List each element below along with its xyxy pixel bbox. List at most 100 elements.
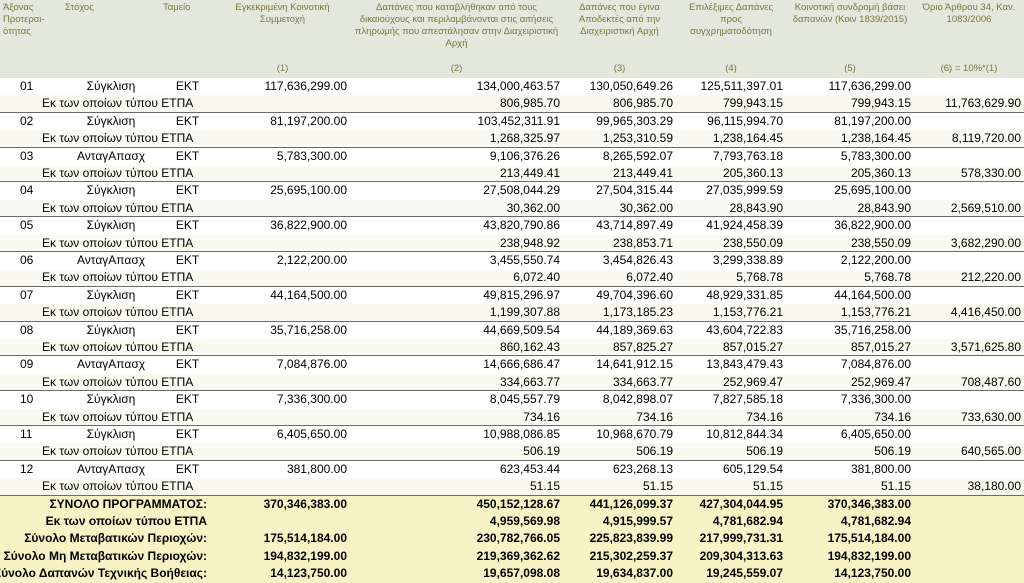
row-separator <box>0 390 1024 392</box>
value-cell: 81,197,200.00 <box>834 113 911 128</box>
fund: ΕΚΤ <box>175 287 200 302</box>
row-background <box>0 478 1024 496</box>
value-cell: 36,822,900.00 <box>834 218 911 233</box>
value-cell: 857,825.27 <box>612 340 673 354</box>
axis-code: 09 <box>20 357 34 372</box>
value-cell: 14,666,686.47 <box>483 357 560 372</box>
fund: ΕΚΤ <box>175 392 200 407</box>
value-cell: 27,035,999.59 <box>706 183 783 198</box>
row-separator <box>0 355 1024 357</box>
value-cell: 49,815,296.97 <box>483 287 560 302</box>
axis-code: 08 <box>20 322 34 337</box>
axis-code: 01 <box>20 79 34 93</box>
value-cell: 217,999,731.31 <box>699 531 783 546</box>
value-cell: 1,173,185.23 <box>602 305 673 320</box>
row-separator <box>0 494 1024 496</box>
value-cell: 8,042,898.07 <box>602 392 673 407</box>
etpa-label: Εκ των οποίων τύπου ΕΤΠΑ <box>42 340 194 354</box>
column-header: Ταμείο <box>163 2 191 13</box>
total-label: Σύνολο Μεταβατικών Περιοχών: <box>24 531 207 546</box>
etpa-label: Εκ των οποίων τύπου ΕΤΠΑ <box>42 235 194 250</box>
value-cell: 28,843.90 <box>857 200 911 215</box>
goal: Σύγκλιση <box>86 183 136 198</box>
value-cell: 640,565.00 <box>960 444 1021 459</box>
value-cell: 6,405,650.00 <box>276 427 347 441</box>
value-cell: 11,763,629.90 <box>945 96 1021 111</box>
fund: ΕΚΤ <box>175 183 200 198</box>
value-cell: 51.15 <box>880 479 911 494</box>
value-cell: 205,360.13 <box>722 166 783 180</box>
value-cell: 238,550.09 <box>850 235 911 250</box>
value-cell: 799,943.15 <box>850 96 911 111</box>
row-separator <box>0 285 1024 287</box>
value-cell: 117,636,299.00 <box>264 79 347 93</box>
row-background <box>0 130 1024 148</box>
value-cell: 4,416,450.00 <box>950 305 1021 320</box>
value-cell: 213,449.41 <box>499 166 560 180</box>
value-cell: 30,362.00 <box>619 200 673 215</box>
value-cell: 27,508,044.29 <box>483 183 560 198</box>
value-cell: 623,268.13 <box>612 461 673 476</box>
value-cell: 81,197,200.00 <box>270 113 347 128</box>
row-background <box>0 373 1024 392</box>
value-cell: 734.16 <box>523 409 560 424</box>
value-cell: 252,969.47 <box>850 374 911 389</box>
value-cell: 213,449.41 <box>612 166 673 180</box>
value-cell: 51.15 <box>642 479 673 494</box>
value-cell: 1,238,164.45 <box>712 131 783 146</box>
value-cell: 1,153,776.21 <box>840 305 911 320</box>
value-cell: 334,663.77 <box>612 374 673 389</box>
value-cell: 506.19 <box>746 444 783 459</box>
value-cell: 5,768.78 <box>864 270 911 285</box>
value-cell: 10,812,844.34 <box>706 427 783 441</box>
value-cell: 209,304,313.63 <box>699 548 783 563</box>
value-cell: 44,164,500.00 <box>270 287 347 302</box>
value-cell: 3,682,290.00 <box>950 235 1021 250</box>
etpa-label: Εκ των οποίων τύπου ΕΤΠΑ <box>42 131 194 146</box>
value-cell: 733,630.00 <box>960 409 1021 424</box>
fund: ΕΚΤ <box>175 113 200 128</box>
value-cell: 806,985.70 <box>499 96 560 111</box>
axis-code: 05 <box>20 218 34 233</box>
goal: Σύγκλιση <box>86 287 136 302</box>
row-background <box>0 269 1024 287</box>
value-cell: 19,657,098.08 <box>483 566 560 581</box>
column-header: Δαπάνες που καταβλήθηκαν από τους δικαιο… <box>354 2 559 49</box>
value-cell: 605,129.54 <box>722 461 783 476</box>
value-cell: 10,988,086.85 <box>483 427 560 441</box>
value-cell: 7,793,763.18 <box>712 148 783 163</box>
column-header: Επιλέξιμες Δαπάνες προς συγχρηματοδότηση <box>688 2 774 37</box>
value-cell: 1,253,310.59 <box>602 131 673 146</box>
value-cell: 8,045,557.79 <box>489 392 560 407</box>
value-cell: 194,832,199.00 <box>263 548 347 563</box>
goal: ΑνταγΑπασχ <box>76 253 146 267</box>
value-cell: 506.19 <box>874 444 911 459</box>
value-cell: 28,843.90 <box>729 200 783 215</box>
value-cell: 7,827,585.18 <box>712 392 783 407</box>
row-separator <box>0 251 1024 252</box>
value-cell: 215,302,259.37 <box>589 548 673 563</box>
value-cell: 43,604,722.83 <box>706 322 783 337</box>
fund: ΕΚΤ <box>175 357 200 372</box>
axis-code: 06 <box>20 253 34 267</box>
axis-code: 12 <box>20 461 34 476</box>
column-number: (1) <box>276 63 289 74</box>
value-cell: 4,959,569.98 <box>489 514 560 528</box>
value-cell: 1,238,164.45 <box>840 131 911 146</box>
value-cell: 225,823,839.99 <box>589 531 673 546</box>
value-cell: 8,265,592.07 <box>602 148 673 163</box>
goal: Σύγκλιση <box>86 322 136 337</box>
value-cell: 4,781,682.94 <box>712 514 783 528</box>
value-cell: 38,180.00 <box>967 479 1021 494</box>
value-cell: 4,781,682.94 <box>840 514 911 528</box>
value-cell: 194,832,199.00 <box>827 548 911 563</box>
value-cell: 506.19 <box>523 444 560 459</box>
value-cell: 734.16 <box>746 409 783 424</box>
value-cell: 238,853.71 <box>612 235 673 250</box>
value-cell: 6,072.40 <box>626 270 673 285</box>
column-number: (5) <box>844 63 856 74</box>
column-number: (4) <box>725 63 737 74</box>
totals-background <box>0 495 1024 583</box>
value-cell: 857,015.27 <box>722 340 783 354</box>
